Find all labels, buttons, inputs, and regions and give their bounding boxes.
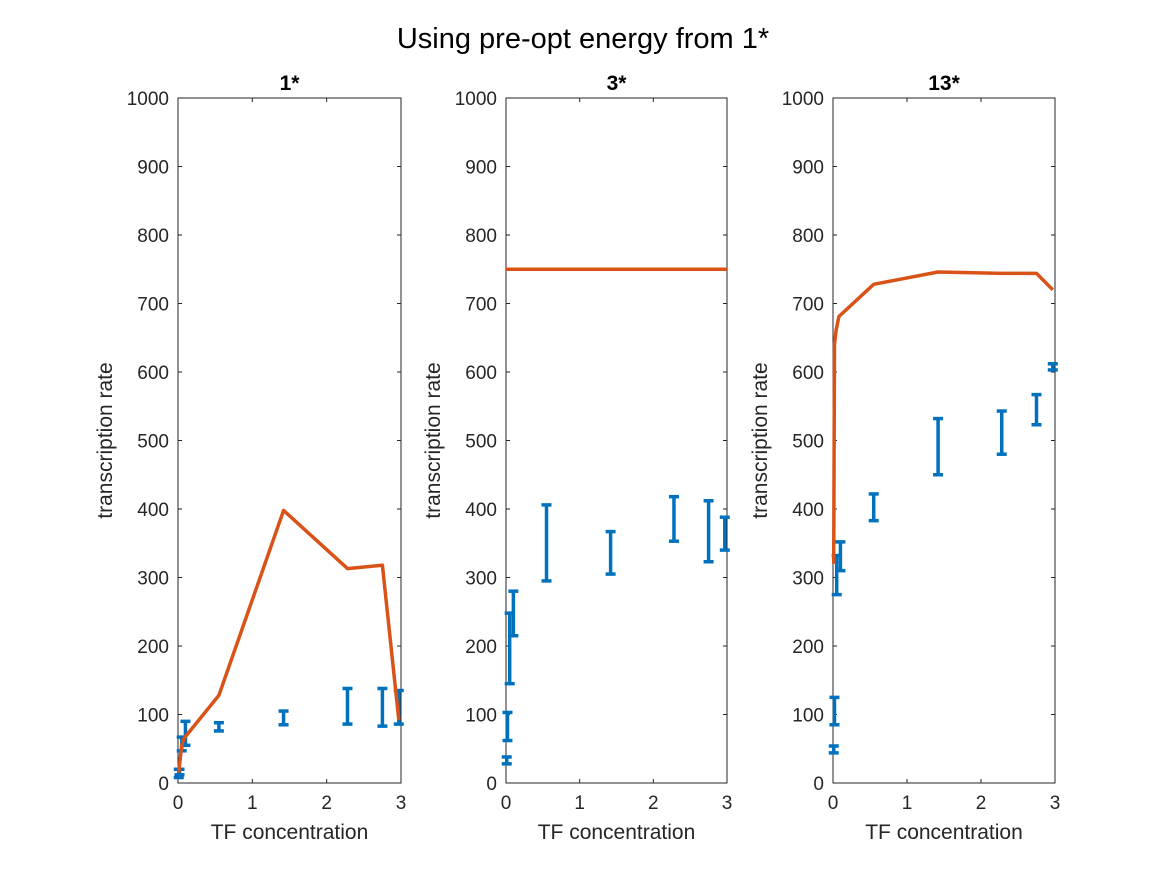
errorbar (541, 503, 552, 583)
x-tick-label: 0 (501, 793, 512, 814)
errorbar (213, 720, 224, 733)
y-tick-label: 700 (137, 295, 169, 316)
errorbar (605, 529, 616, 576)
errorbar (703, 499, 714, 564)
y-tick-label: 200 (137, 637, 169, 658)
subplot-2: 0 100 200 300 400 500 600 700 800 900 1000 0 1 2 3 3* TF… (422, 72, 732, 844)
x-tick-label: 3 (1050, 793, 1061, 814)
errorbar (933, 416, 944, 477)
y-tick-label: 500 (137, 432, 169, 453)
y-tick-label: 1000 (455, 89, 497, 110)
errorbar-series-data (173, 686, 404, 780)
x-axis-label: TF concentration (211, 821, 369, 844)
errorbar (1047, 362, 1058, 372)
x-axis-label: TF concentration (538, 821, 696, 844)
axes-box (832, 97, 1056, 784)
x-tick-label: 2 (648, 793, 659, 814)
errorbar (377, 686, 388, 728)
y-tick-label: 800 (465, 226, 497, 247)
x-tick-label: 0 (173, 793, 184, 814)
x-tick-label: 2 (976, 793, 987, 814)
y-tick-label: 0 (158, 774, 169, 795)
errorbar-series-data (828, 362, 1058, 755)
errorbar (502, 710, 513, 743)
errorbar (342, 686, 353, 726)
y-tick-label: 800 (792, 226, 824, 247)
y-tick-label: 300 (465, 569, 497, 590)
y-tick-label: 900 (137, 158, 169, 179)
y-tick-label: 700 (465, 295, 497, 316)
y-tick-label: 300 (137, 569, 169, 590)
axes-box (177, 97, 402, 784)
y-axis-label: transcription rate (422, 362, 445, 518)
figure-title: Using pre-opt energy from 1* (397, 23, 769, 55)
x-tick-label: 2 (321, 793, 332, 814)
y-tick-label: 900 (465, 158, 497, 179)
y-tick-label: 800 (137, 226, 169, 247)
y-tick-label: 500 (792, 432, 824, 453)
y-tick-label: 400 (465, 500, 497, 521)
y-tick-label: 0 (813, 774, 824, 795)
model-line-model (176, 508, 401, 773)
errorbar (278, 709, 289, 727)
y-tick-label: 200 (465, 637, 497, 658)
errorbar (829, 695, 840, 727)
model-line-model (831, 270, 1055, 564)
y-tick-label: 1000 (782, 89, 824, 110)
errorbar (868, 492, 879, 523)
y-tick-label: 100 (465, 706, 497, 727)
y-tick-label: 400 (137, 500, 169, 521)
panel-title: 3* (607, 72, 628, 95)
errorbar (828, 744, 839, 755)
panel-title: 13* (928, 72, 960, 95)
y-tick-label: 100 (792, 706, 824, 727)
y-axis-label: transcription rate (749, 362, 772, 518)
subplot-3: 0 100 200 300 400 500 600 700 800 900 1000 0 1 2 3 13* T… (749, 72, 1060, 844)
errorbar (835, 540, 846, 573)
y-tick-label: 0 (486, 774, 497, 795)
errorbar (996, 409, 1007, 456)
x-tick-label: 3 (396, 793, 407, 814)
x-axis-label: TF concentration (865, 821, 1023, 844)
y-axis-label: transcription rate (94, 362, 117, 518)
panel-title: 1* (280, 72, 301, 95)
y-tick-label: 700 (792, 295, 824, 316)
errorbar (1031, 392, 1042, 427)
x-tick-label: 1 (247, 793, 258, 814)
errorbar (501, 755, 512, 766)
y-tick-label: 600 (137, 363, 169, 384)
y-tick-label: 900 (792, 158, 824, 179)
y-tick-label: 300 (792, 569, 824, 590)
subplot-1: 0 100 200 300 400 500 600 700 800 900 1000 0 1 2 3 1* TF… (94, 72, 406, 844)
y-tick-label: 500 (465, 432, 497, 453)
y-tick-label: 400 (792, 500, 824, 521)
x-tick-label: 3 (722, 793, 733, 814)
x-tick-label: 0 (828, 793, 839, 814)
y-tick-label: 600 (465, 363, 497, 384)
y-tick-label: 600 (792, 363, 824, 384)
y-tick-label: 200 (792, 637, 824, 658)
errorbar-series-data (501, 494, 730, 766)
y-tick-label: 1000 (127, 89, 169, 110)
x-tick-label: 1 (902, 793, 913, 814)
errorbar (508, 589, 519, 638)
y-tick-label: 100 (137, 706, 169, 727)
axes-box (505, 97, 728, 784)
errorbar (668, 494, 679, 543)
errorbar (719, 515, 730, 552)
x-tick-label: 1 (574, 793, 585, 814)
